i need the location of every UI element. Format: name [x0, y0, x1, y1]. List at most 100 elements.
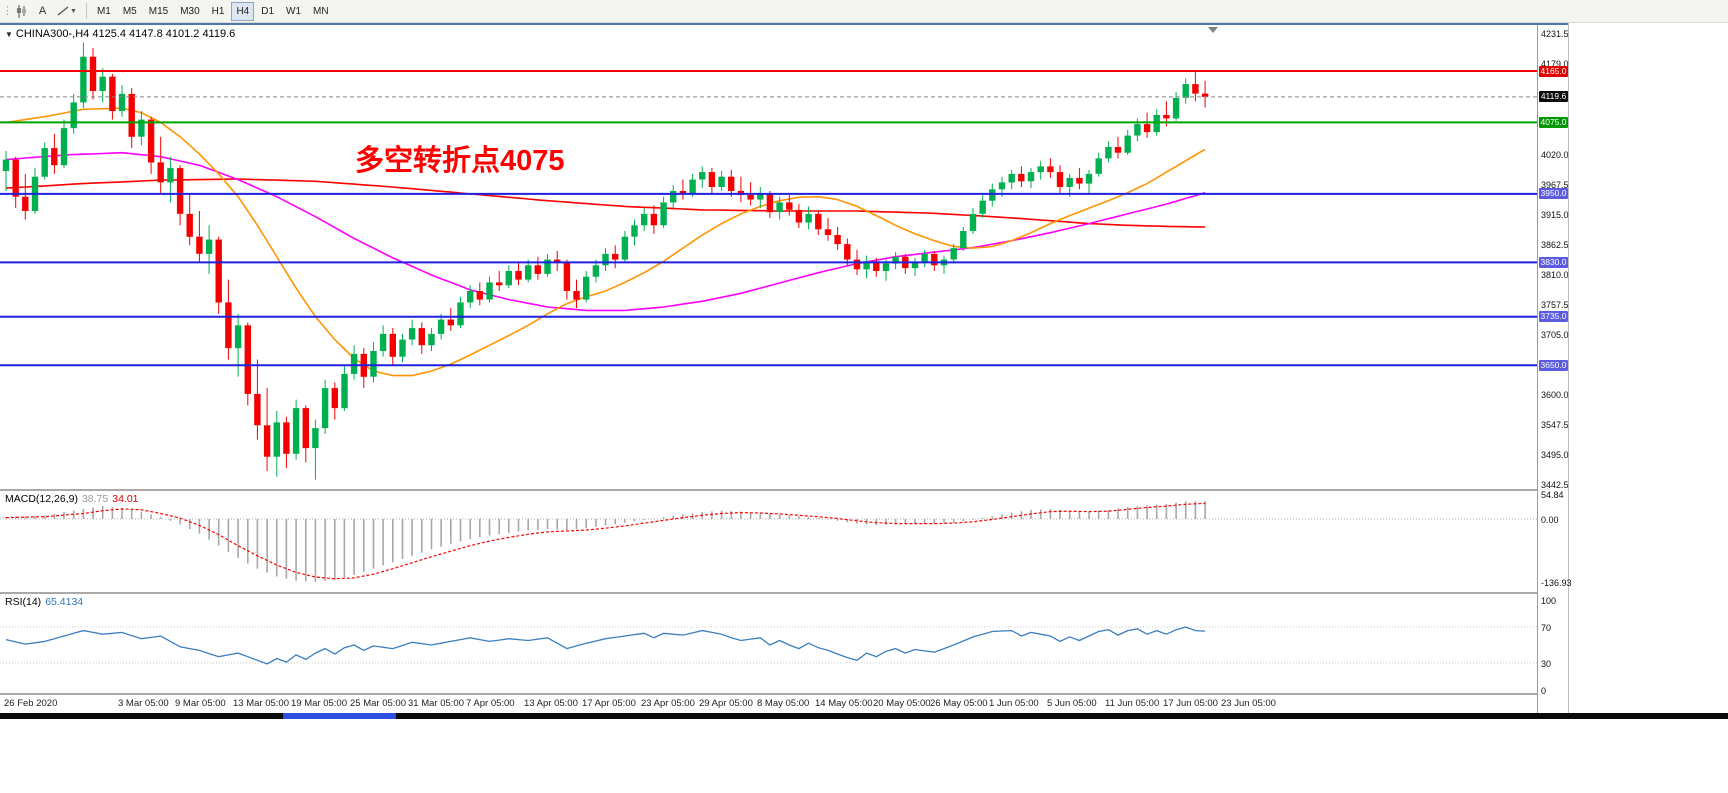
axis-tick-label: 4020.0: [1541, 149, 1569, 160]
symbol-title: ▼ CHINA300-,H4 4125.4 4147.8 4101.2 4119.…: [5, 28, 235, 40]
timeframe-button-h1[interactable]: H1: [211, 5, 225, 17]
rsi-levels-layer: [0, 626, 1537, 664]
time-axis-label: 17 Jun 05:00: [1163, 698, 1218, 709]
time-axis-label: 23 Jun 05:00: [1221, 698, 1276, 709]
axis-tick-label: 3757.5: [1541, 299, 1569, 310]
timeframe-button-m30[interactable]: M30: [180, 5, 200, 17]
rsi-name: RSI(14): [5, 596, 42, 608]
time-axis-label: 11 Jun 05:00: [1105, 698, 1160, 709]
trendline-icon: [57, 5, 69, 17]
rsi-pane[interactable]: [0, 594, 1537, 693]
axis-tick-label: 4179.0: [1541, 59, 1569, 69]
time-axis-label: 26 Feb 2020: [4, 698, 58, 709]
axis-tick-label: 4231.5: [1541, 29, 1569, 39]
time-axis-label: 13 Mar 05:00: [233, 698, 289, 709]
axis-tick-label: 3810.0: [1541, 269, 1569, 280]
axis-tick-label: 30: [1541, 659, 1552, 669]
rsi-line: [5, 626, 1206, 665]
time-axis-label: 29 Apr 05:00: [699, 698, 753, 709]
macd-histogram-layer: [5, 501, 1206, 582]
chart-type-button[interactable]: [11, 2, 32, 21]
pane-separator[interactable]: [0, 489, 1568, 491]
axis-tick-label: 0: [1541, 686, 1547, 696]
price-chart-pane[interactable]: [0, 25, 1537, 489]
line-tools-button[interactable]: ▼: [53, 2, 81, 21]
time-axis-label: 1 Jun 05:00: [989, 698, 1039, 709]
time-axis[interactable]: 26 Feb 2020 3 Mar 05:00 9 Mar 05:00 13 Mar …: [0, 695, 1568, 713]
time-axis-label: 5 Jun 05:00: [1047, 698, 1097, 709]
time-axis-label: 23 Apr 05:00: [641, 698, 695, 709]
rsi-value: 65.4134: [45, 596, 84, 608]
chart-window-top-border: [0, 23, 1568, 25]
toolbar-separator: [85, 3, 87, 19]
macd-signal-line: [5, 502, 1206, 580]
level-badge-4075.0[interactable]: 4075.0: [1539, 116, 1568, 128]
time-axis-label: 9 Mar 05:00: [175, 698, 226, 709]
time-axis-label: 13 Apr 05:00: [524, 698, 578, 709]
horizontal-level-lines-layer[interactable]: [0, 70, 1537, 367]
timeframe-button-d1[interactable]: D1: [261, 5, 275, 17]
ma-slow-line: [5, 178, 1206, 228]
timeframe-button-m15[interactable]: M15: [148, 5, 169, 17]
chart-menu-icon: ▼: [5, 30, 13, 39]
macd-label: MACD(12,26,9) 38.75 34.01: [5, 493, 139, 505]
rsi-label: RSI(14) 65.4134: [5, 596, 83, 608]
time-axis-label: 19 Mar 05:00: [291, 698, 347, 709]
timeframe-button-m1[interactable]: M1: [96, 5, 111, 17]
candles-layer: [2, 42, 1209, 480]
bottom-scrollbar-track[interactable]: [0, 713, 1728, 719]
time-axis-label: 7 Apr 05:00: [466, 698, 515, 709]
macd-signal-value: 34.01: [112, 493, 139, 505]
timeframe-button-h4[interactable]: H4: [231, 1, 255, 21]
candlestick-chart-icon: [15, 4, 28, 18]
symbol-ohlc-text: CHINA300-,H4 4125.4 4147.8 4101.2 4119.6: [15, 28, 236, 40]
axis-tick-label: -136.93: [1541, 578, 1572, 588]
time-axis-label: 25 Mar 05:00: [350, 698, 406, 709]
level-badge-4165.0[interactable]: 4165.0: [1539, 65, 1568, 77]
pane-separator[interactable]: [0, 592, 1568, 594]
macd-name: MACD(12,26,9): [5, 493, 78, 505]
macd-signal-layer: [5, 502, 1206, 580]
text-tool-button[interactable]: A: [38, 5, 47, 17]
axis-tick-label: 54.84: [1541, 489, 1564, 500]
rsi-line-layer: [5, 626, 1206, 665]
axis-tick-label: 70: [1541, 623, 1552, 633]
level-badge-3830.0[interactable]: 3830.0: [1539, 256, 1568, 268]
time-axis-label: 14 May 05:00: [815, 698, 873, 709]
level-badge-3735.0[interactable]: 3735.0: [1539, 311, 1568, 323]
axis-tick-label: 3705.0: [1541, 329, 1569, 340]
timeframe-button-w1[interactable]: W1: [286, 5, 302, 17]
axis-tick-label: 3862.5: [1541, 239, 1569, 250]
time-axis-label: 20 May 05:00: [873, 698, 931, 709]
time-axis-label: 3 Mar 05:00: [118, 698, 169, 709]
axis-tick-label: 100: [1541, 596, 1557, 606]
ma-fast-line: [5, 107, 1206, 377]
time-axis-label: 8 May 05:00: [757, 698, 810, 709]
axis-tick-label: 3495.0: [1541, 449, 1569, 460]
axis-tick-label: 3442.5: [1541, 479, 1569, 490]
chart-window-right-border: [1568, 23, 1569, 719]
axis-tick-label: 3967.5: [1541, 179, 1569, 190]
time-axis-label: 26 May 05:00: [930, 698, 988, 709]
price-axis[interactable]: 4231.5 4179.0 4020.0 3967.5 3915.0 3862.5 3810…: [1537, 25, 1572, 713]
annotation-text[interactable]: 多空转折点4075: [355, 145, 565, 177]
top-toolbar: ⋮ A ▼ M1 M5 M15 M30 H1 H4 D1 W1 MN: [0, 0, 1728, 23]
timeframe-button-m5[interactable]: M5: [122, 5, 137, 17]
moving-averages-layer: [5, 107, 1206, 377]
level-badge-3950.0[interactable]: 3950.0: [1539, 188, 1568, 200]
axis-tick-label: 0.00: [1541, 515, 1559, 525]
time-axis-label: 17 Apr 05:00: [582, 698, 636, 709]
toolbar-grip[interactable]: ⋮: [2, 5, 13, 17]
time-axis-separator: [0, 693, 1568, 695]
axis-tick-label: 3547.5: [1541, 419, 1569, 430]
axis-tick-label: 3915.0: [1541, 209, 1569, 220]
timeframe-button-mn[interactable]: MN: [313, 5, 329, 17]
chevron-down-icon: ▼: [70, 7, 77, 15]
timeframe-toolbar: M1 M5 M15 M30 H1 H4 D1 W1 MN: [92, 1, 334, 21]
macd-pane[interactable]: [0, 491, 1537, 592]
bottom-scrollbar-thumb[interactable]: [283, 713, 396, 719]
macd-main-value: 38.75: [81, 493, 109, 505]
axis-tick-label: 3600.0: [1541, 389, 1569, 400]
level-badge-3650.0[interactable]: 3650.0: [1539, 359, 1568, 371]
ma-mid-line: [5, 151, 1206, 312]
